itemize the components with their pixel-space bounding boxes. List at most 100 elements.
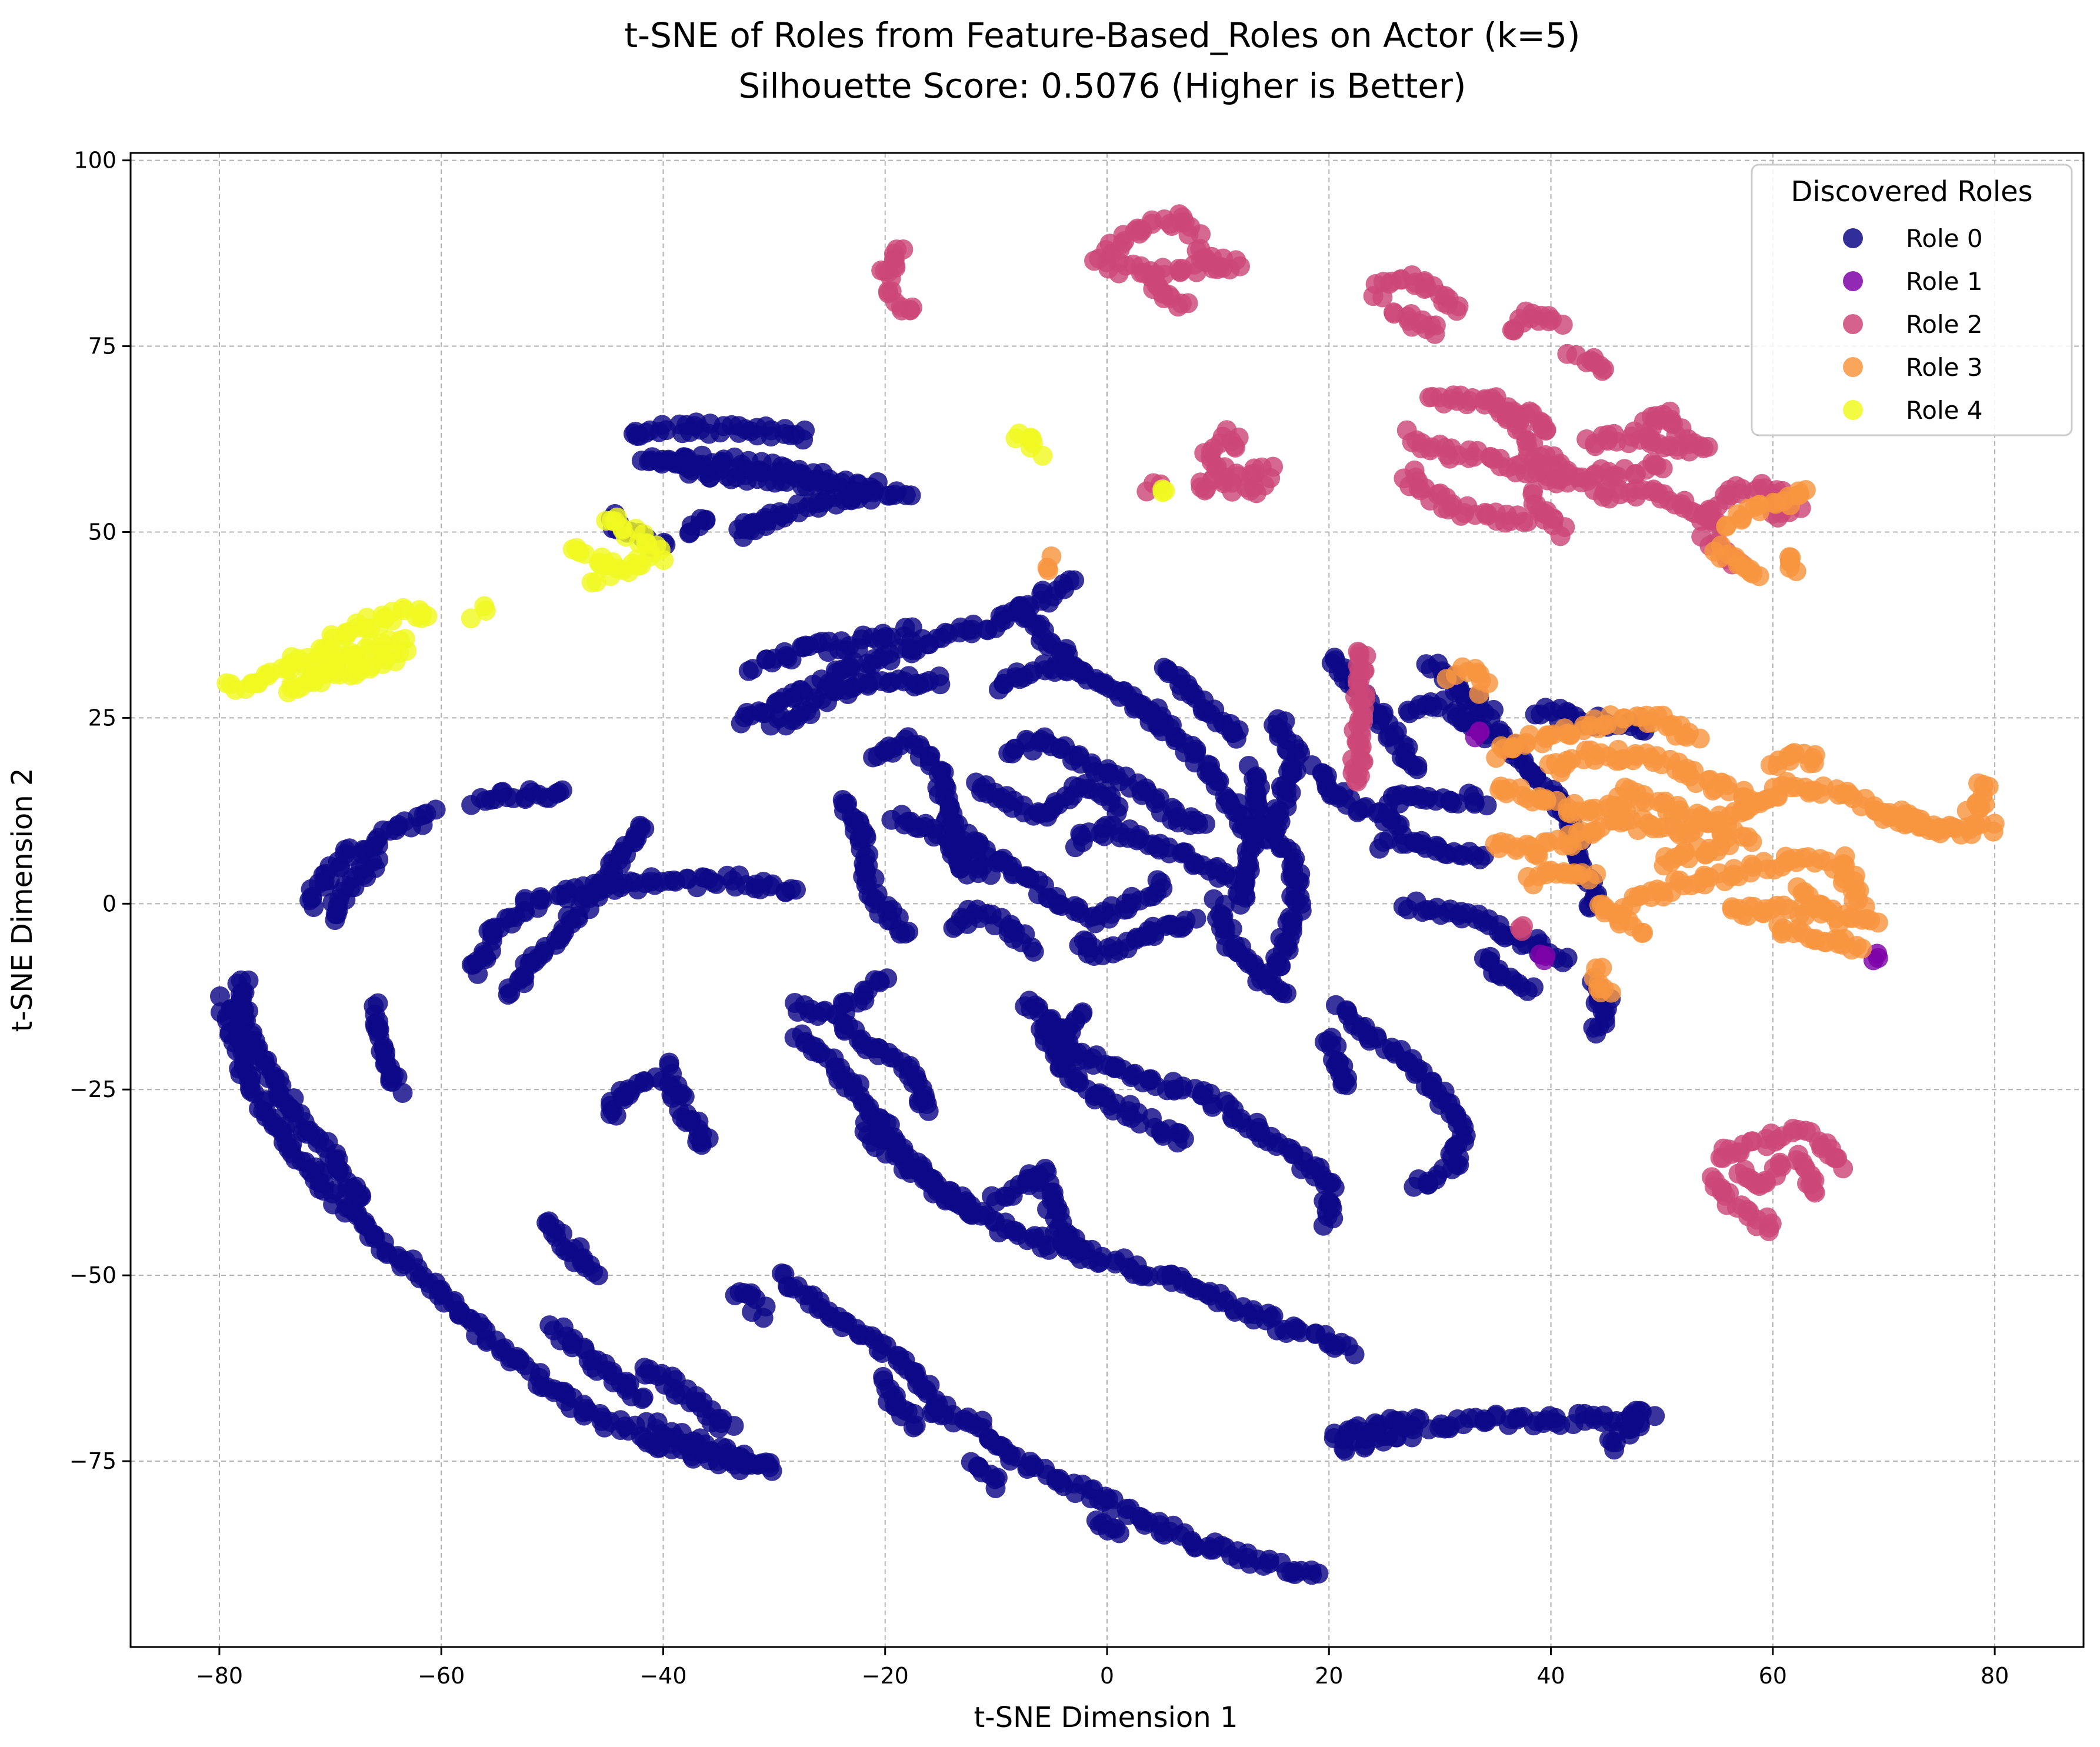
point-role1	[1469, 722, 1490, 742]
axis-ticks: −80 −60 −40 −20 0 20 40 60 80 −75 −50 −25 0 25 50 75 100	[69, 148, 2009, 1689]
y-tick-label-0: −75	[69, 1448, 116, 1474]
point-role2	[1212, 258, 1233, 278]
point-role0	[1480, 708, 1501, 729]
point-role0	[1476, 795, 1497, 816]
point-role0	[588, 1265, 608, 1286]
point-role0	[1147, 870, 1168, 891]
point-role0	[631, 817, 651, 838]
point-role4	[474, 596, 495, 616]
series-0-points	[210, 412, 1665, 1585]
point-role0	[1402, 1427, 1422, 1448]
point-role0	[692, 1135, 712, 1155]
point-role0	[982, 1186, 1002, 1206]
point-role4	[395, 629, 415, 649]
point-role2	[1759, 1217, 1779, 1238]
point-role2	[1510, 918, 1531, 939]
y-tick-label-5: 50	[88, 519, 116, 545]
point-role3	[1469, 684, 1489, 704]
point-role0	[1065, 1483, 1086, 1503]
series-2-points	[871, 204, 1854, 1241]
x-tick-label-6: 40	[1536, 1663, 1565, 1689]
point-role0	[753, 1308, 774, 1328]
point-role2	[1225, 437, 1245, 458]
point-role3	[1579, 869, 1599, 890]
point-role0	[532, 889, 553, 910]
point-role0	[793, 429, 814, 450]
legend-marker-role3	[1843, 357, 1863, 377]
point-role0	[1404, 1176, 1424, 1197]
point-role0	[760, 876, 781, 896]
legend-marker-role2	[1843, 314, 1863, 334]
x-tick-label-1: −60	[418, 1663, 465, 1689]
point-role4	[417, 606, 438, 626]
chart-title: t-SNE of Roles from Feature-Based_Roles …	[624, 15, 1580, 55]
y-tick-label-4: 25	[88, 705, 116, 731]
point-role0	[869, 972, 890, 992]
legend-items: Role 0 Role 1 Role 2 Role 3 Role 4	[1843, 224, 1983, 425]
chart-subtitle: Silhouette Score: 0.5076 (Higher is Bett…	[739, 66, 1466, 106]
point-role0	[1344, 1344, 1365, 1365]
point-role4	[378, 630, 399, 651]
point-role0	[1586, 1023, 1606, 1044]
point-role2	[893, 239, 914, 259]
point-role3	[1633, 922, 1654, 943]
point-role2	[1833, 1158, 1854, 1179]
point-role0	[351, 1186, 372, 1207]
point-role4	[1032, 445, 1053, 466]
point-role3	[1804, 753, 1824, 774]
point-role3	[1749, 566, 1769, 586]
point-role4	[1155, 481, 1175, 501]
legend-box	[1751, 164, 2073, 436]
y-tick-label-7: 100	[74, 148, 116, 174]
point-role3	[1868, 912, 1888, 933]
point-role0	[1109, 1523, 1129, 1543]
point-role2	[1594, 359, 1614, 379]
point-role3	[1974, 775, 1994, 795]
point-role0	[902, 617, 922, 638]
point-role0	[1291, 1322, 1311, 1342]
point-role0	[1174, 1129, 1194, 1149]
point-role0	[898, 921, 919, 942]
legend-marker-role0	[1843, 228, 1863, 248]
point-role2	[1698, 436, 1718, 457]
point-role0	[552, 780, 572, 801]
point-role2	[1552, 315, 1573, 335]
point-role2	[1800, 1174, 1821, 1195]
x-tick-label-7: 60	[1759, 1663, 1787, 1689]
point-role0	[872, 1343, 892, 1363]
point-role0	[903, 1417, 924, 1438]
point-role0	[754, 510, 775, 531]
point-role0	[755, 1452, 776, 1473]
y-tick-label-3: 0	[102, 891, 116, 916]
point-role2	[902, 297, 922, 318]
point-role0	[1195, 814, 1216, 834]
point-role2	[1678, 429, 1698, 449]
point-role0	[962, 1205, 982, 1225]
point-role0	[679, 523, 699, 544]
point-role2	[1769, 1152, 1790, 1173]
point-role0	[368, 849, 389, 870]
point-role0	[633, 1387, 654, 1408]
point-role0	[901, 485, 921, 506]
point-role0	[425, 799, 446, 820]
point-role3	[1601, 982, 1621, 1003]
point-role0	[1072, 664, 1093, 685]
point-role0	[1186, 908, 1206, 929]
legend-label-role1: Role 1	[1906, 267, 1983, 296]
point-role2	[1536, 419, 1556, 440]
legend-marker-role1	[1843, 271, 1863, 291]
point-role4	[600, 566, 621, 586]
point-role3	[1852, 938, 1872, 959]
point-role0	[918, 1101, 939, 1121]
point-role2	[1263, 456, 1284, 477]
point-role0	[1524, 977, 1544, 998]
point-role0	[1072, 1002, 1093, 1023]
point-role0	[1226, 728, 1246, 749]
point-role0	[930, 674, 951, 695]
point-role0	[1557, 948, 1578, 968]
point-role0	[1075, 1239, 1095, 1260]
x-tick-label-3: −20	[862, 1663, 909, 1689]
x-tick-label-0: −80	[196, 1663, 243, 1689]
